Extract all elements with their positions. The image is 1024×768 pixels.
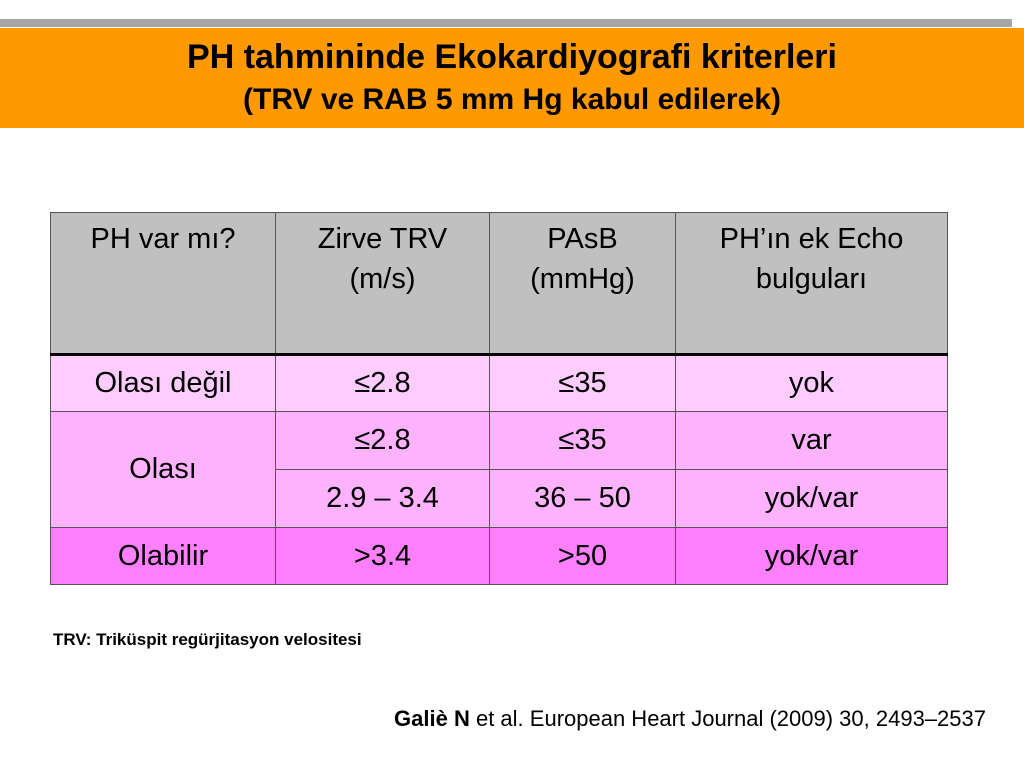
cell-echo: yok/var bbox=[675, 469, 948, 528]
citation: Galiè N et al. European Heart Journal (2… bbox=[394, 706, 986, 732]
header-ph-var-mi: PH var mı? bbox=[50, 212, 276, 356]
cell-echo: yok bbox=[675, 354, 948, 412]
table-header-row: PH var mı? Zirve TRV (m/s) PAsB (mmHg) P… bbox=[50, 212, 948, 356]
cell-pasb: 36 – 50 bbox=[489, 469, 676, 528]
citation-source: et al. European Heart Journal (2009) 30,… bbox=[469, 706, 986, 731]
cell-category: Olası bbox=[50, 411, 276, 528]
header-peak-trv: Zirve TRV (m/s) bbox=[275, 212, 490, 356]
table-row: Olası ≤2.8 ≤35 var bbox=[50, 411, 948, 528]
cell-pasb: ≤35 bbox=[489, 411, 676, 470]
cell-pasb: >50 bbox=[489, 527, 676, 585]
top-divider bbox=[0, 19, 1012, 27]
footnote: TRV: Triküspit regürjitasyon velositesi bbox=[53, 630, 362, 649]
cell-echo: var bbox=[675, 411, 948, 470]
cell-trv: ≤2.8 bbox=[275, 354, 490, 412]
citation-author: Galiè N bbox=[394, 706, 470, 731]
cell-trv: ≤2.8 bbox=[275, 411, 490, 470]
slide-subtitle: (TRV ve RAB 5 mm Hg kabul edilerek) bbox=[243, 83, 781, 116]
slide-title: PH tahmininde Ekokardiyografi kriterleri bbox=[187, 38, 837, 76]
cell-category: Olabilir bbox=[50, 527, 276, 585]
table-row: 2.9 – 3.4 36 – 50 yok/var bbox=[51, 469, 948, 528]
table-row: Olabilir >3.4 >50 yok/var bbox=[50, 527, 948, 585]
cell-echo: yok/var bbox=[675, 527, 948, 585]
title-banner bbox=[0, 28, 1024, 128]
cell-trv: 2.9 – 3.4 bbox=[275, 469, 490, 528]
header-pasb: PAsB (mmHg) bbox=[489, 212, 676, 356]
cell-trv: >3.4 bbox=[275, 527, 490, 585]
table-row: Olası değil ≤2.8 ≤35 yok bbox=[50, 354, 948, 412]
header-echo-findings: PH’ın ek Echo bulguları bbox=[675, 212, 948, 356]
cell-pasb: ≤35 bbox=[489, 354, 676, 412]
criteria-table: PH var mı? Zirve TRV (m/s) PAsB (mmHg) P… bbox=[50, 212, 948, 585]
cell-category: Olası değil bbox=[50, 354, 276, 412]
